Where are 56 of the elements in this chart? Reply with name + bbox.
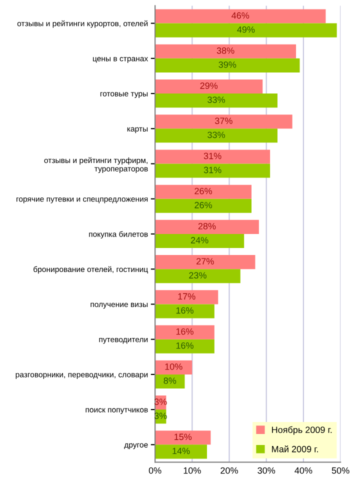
data-label: 29% — [200, 82, 218, 89]
x-tick-label: 50% — [332, 467, 350, 474]
data-label: 49% — [237, 26, 255, 33]
data-label: 33% — [208, 132, 225, 138]
data-label: 26% — [194, 202, 212, 208]
bar — [155, 184, 252, 199]
legend-label: Май 2009 г. — [272, 446, 318, 452]
bar — [155, 58, 300, 72]
data-label: 31% — [204, 166, 222, 174]
data-label: 38% — [216, 47, 234, 54]
data-label: 23% — [189, 272, 206, 279]
bar — [155, 444, 207, 459]
data-label: 28% — [198, 222, 216, 230]
bar — [155, 9, 326, 24]
x-tick-label: 40% — [294, 467, 312, 474]
bar — [155, 234, 244, 248]
bar — [155, 164, 270, 178]
data-label: 26% — [194, 188, 212, 194]
bar — [155, 255, 256, 270]
data-label: 39% — [218, 61, 236, 68]
bar — [155, 114, 292, 129]
bar — [155, 304, 214, 318]
data-label: 14% — [172, 448, 190, 454]
bar — [155, 360, 192, 374]
bar — [155, 430, 211, 445]
bar — [155, 374, 185, 388]
bar — [155, 44, 296, 58]
bar — [155, 79, 263, 94]
data-label: 16% — [176, 328, 194, 335]
bar — [155, 290, 218, 304]
legend-label: Ноябрь 2009 г. — [272, 426, 332, 435]
bar — [155, 94, 278, 108]
data-label: 15% — [174, 434, 192, 440]
data-label: 8% — [164, 377, 176, 384]
x-tick-label: 10% — [184, 467, 201, 474]
bar — [155, 220, 259, 234]
data-label: 33% — [208, 96, 225, 103]
x-tick-label: 20% — [220, 467, 238, 474]
data-label: 10% — [165, 363, 182, 370]
x-tick-label: 30% — [258, 467, 276, 474]
bar — [155, 198, 252, 213]
bar — [155, 128, 278, 143]
data-label: 16% — [176, 342, 194, 349]
bar — [155, 269, 240, 284]
bar — [155, 23, 337, 38]
data-label: 46% — [232, 12, 250, 19]
data-label: 31% — [204, 152, 222, 160]
data-label: 24% — [190, 237, 208, 244]
data-label: 17% — [178, 293, 196, 300]
data-label: 16% — [176, 307, 194, 314]
bar — [155, 339, 214, 354]
x-tick-label: 0% — [148, 467, 162, 474]
data-label: 27% — [196, 258, 214, 264]
data-label: 37% — [214, 118, 232, 124]
bar — [155, 150, 270, 164]
bar — [155, 325, 214, 340]
